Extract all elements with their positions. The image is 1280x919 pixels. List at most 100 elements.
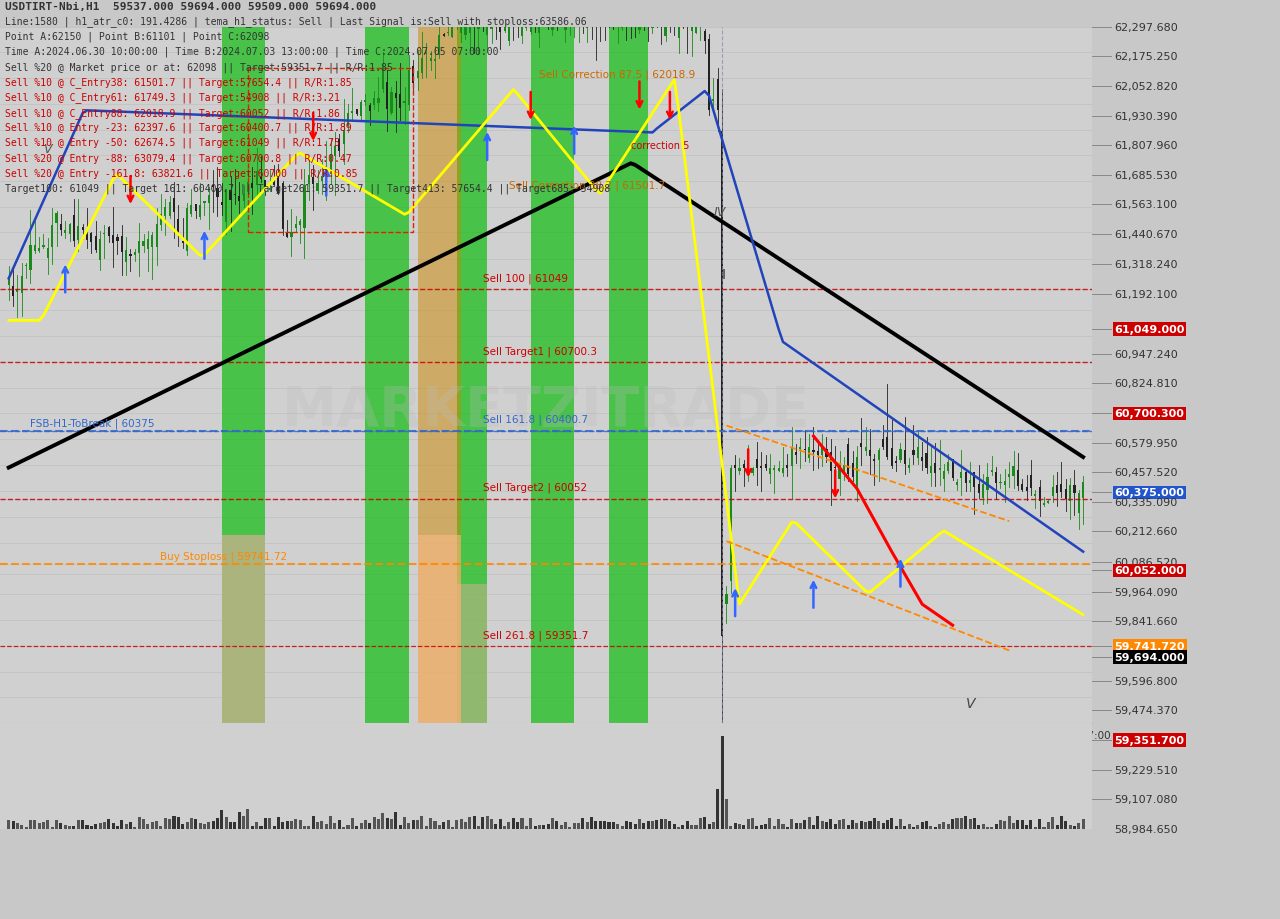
Bar [111,823,115,829]
Text: Target100: 61049 || Target 161: 60400.7 || Target261: 59351.7 || Target413: 5765: Target100: 61049 || Target 161: 60400.7 … [5,183,611,194]
Bar [804,449,806,450]
Bar [77,227,79,241]
Bar [637,819,641,829]
Bar [434,822,436,829]
Bar [708,823,710,829]
Bar [895,461,897,463]
Bar [82,227,83,231]
Bar [90,826,93,829]
Bar [673,22,676,27]
Bar [991,471,993,472]
Bar [155,225,157,248]
Bar [609,28,648,723]
Bar [1082,482,1084,499]
Text: USDTIRT-Nbi,H1  59537.000 59694.000 59509.000 59694.000: USDTIRT-Nbi,H1 59537.000 59694.000 59509… [5,2,376,12]
Text: 60,335.090: 60,335.090 [1115,497,1178,507]
Bar [381,812,384,829]
Bar [207,823,210,829]
Text: 58,984.650: 58,984.650 [1115,824,1178,834]
Bar [204,823,206,829]
Bar [639,27,640,31]
Text: 60,212.660: 60,212.660 [1115,527,1178,537]
Bar [655,820,658,829]
Bar [616,823,620,829]
Bar [20,825,23,829]
Bar [64,231,67,233]
Bar [790,820,794,829]
Bar [851,463,854,477]
Bar [835,467,836,469]
Bar [621,27,623,29]
Bar [973,473,975,488]
Bar [929,467,932,473]
Bar [220,202,223,206]
Bar [900,449,901,460]
Text: Time A:2024.06.30 10:00:00 | Time B:2024.07.03 13:00:00 | Time C:2024.07.05 07:0: Time A:2024.06.30 10:00:00 | Time B:2024… [5,47,499,57]
Text: 60,824.810: 60,824.810 [1115,379,1178,389]
Bar [556,821,558,829]
Bar [376,819,380,829]
Bar [457,584,488,723]
Bar [303,186,306,229]
Bar [829,453,832,471]
Bar [460,820,462,829]
Bar [369,823,371,829]
Bar [460,27,462,34]
Bar [1074,485,1075,494]
Bar [808,818,810,829]
Bar [1012,466,1015,476]
Bar [320,822,324,829]
Bar [978,485,979,494]
Bar [733,466,736,468]
Bar [385,818,389,829]
Text: Sell %10 @ C_Entry61: 61749.3 || Target:54908 || R/R:3.21: Sell %10 @ C_Entry61: 61749.3 || Target:… [5,92,340,103]
Bar [452,27,453,38]
Bar [708,40,710,111]
Bar [95,237,97,251]
Bar [908,465,910,469]
Bar [1004,821,1006,829]
Bar [333,823,337,829]
Bar [582,26,584,27]
Bar [726,594,727,605]
Bar [1016,821,1019,829]
Bar [568,26,571,28]
Bar [421,59,422,74]
Bar [457,28,488,723]
Bar [316,184,319,192]
Bar [365,28,408,723]
Bar [929,826,932,829]
Bar [420,816,424,829]
Bar [648,23,649,27]
Bar [412,820,415,829]
Bar [773,468,776,471]
Bar [260,826,262,829]
Bar [291,233,293,238]
Bar [372,99,375,106]
Bar [387,83,388,110]
Bar [334,146,337,157]
Bar [425,52,428,55]
Bar [68,826,72,829]
Bar [724,800,728,829]
Bar [873,818,876,829]
Text: 59,741.720: 59,741.720 [1115,641,1185,651]
Bar [516,822,520,829]
Bar [381,69,384,90]
Bar [617,26,618,28]
Bar [86,825,88,829]
Bar [508,27,509,42]
Bar [198,206,201,217]
Text: 61,930.390: 61,930.390 [1115,111,1178,121]
Bar [220,811,224,829]
Bar [786,465,788,468]
Bar [60,224,61,231]
Bar [920,822,924,829]
Bar [764,465,767,468]
Bar [408,71,410,106]
Bar [234,194,236,196]
Bar [664,819,667,829]
Bar [739,824,741,829]
Bar [417,28,461,723]
Bar [643,823,645,829]
